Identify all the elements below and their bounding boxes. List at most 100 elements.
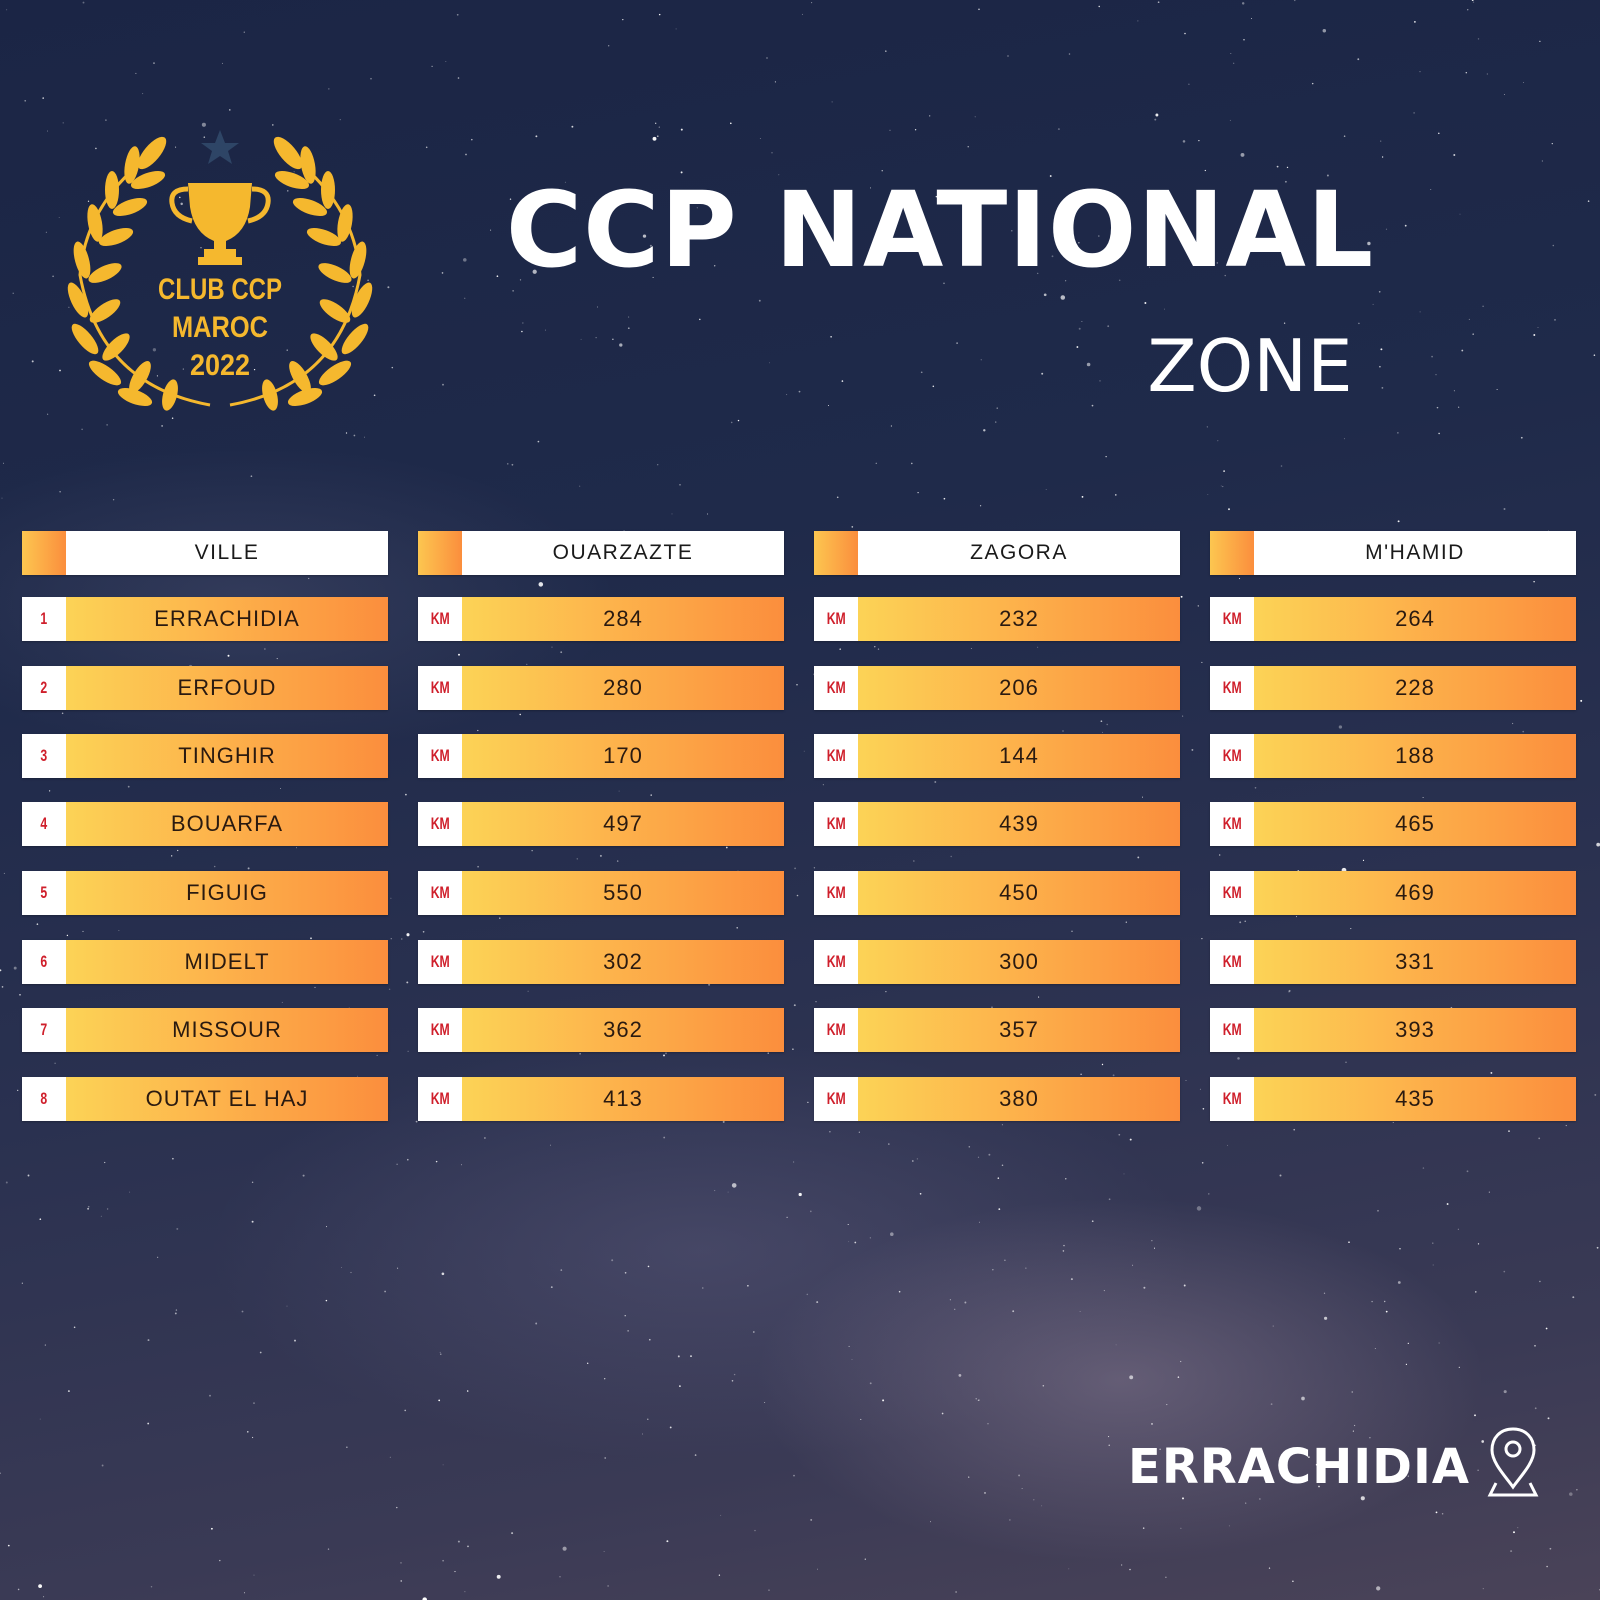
distance-value: 380 <box>858 1077 1180 1121</box>
header-cell-ville: VILLE <box>22 531 388 575</box>
unit-badge: KM <box>814 1008 858 1052</box>
header-cell-mhamid: M'HAMID <box>1210 531 1576 575</box>
unit-label: KM <box>1222 1089 1242 1108</box>
rank-number: 7 <box>40 1020 48 1039</box>
distance-value: 264 <box>1254 597 1576 641</box>
rank-number: 2 <box>40 678 48 697</box>
distance-cell: KM 469 <box>1210 871 1576 915</box>
unit-label: KM <box>826 883 846 902</box>
distance-value: 170 <box>462 734 784 778</box>
unit-badge: KM <box>418 1077 462 1121</box>
unit-label: KM <box>826 1089 846 1108</box>
club-logo: CLUB CCP MAROC 2022 <box>60 125 380 425</box>
table-header-row: VILLE OUARZAZTE ZAGORA M'HAMID <box>22 531 1582 575</box>
unit-badge: KM <box>814 597 858 641</box>
unit-badge: KM <box>814 802 858 846</box>
distance-value: 331 <box>1254 940 1576 984</box>
city-name: BOUARFA <box>66 802 388 846</box>
header-label: M'HAMID <box>1254 531 1576 575</box>
rank-number: 3 <box>40 746 48 765</box>
distance-cell: KM 232 <box>814 597 1180 641</box>
city-cell: 2 ERFOUD <box>22 666 388 710</box>
city-cell: 3 TINGHIR <box>22 734 388 778</box>
rank-badge: 3 <box>22 734 66 778</box>
unit-label: KM <box>1222 1020 1242 1039</box>
table-row: 8 OUTAT EL HAJ KM 413 KM 380 KM 435 <box>22 1077 1582 1121</box>
location-footer: ERRACHIDIA <box>1100 1425 1540 1505</box>
city-name: MIDELT <box>66 940 388 984</box>
distance-cell: KM 450 <box>814 871 1180 915</box>
unit-badge: KM <box>1210 871 1254 915</box>
unit-badge: KM <box>418 666 462 710</box>
header-accent <box>418 531 462 575</box>
logo-line-2: MAROC <box>172 311 268 344</box>
unit-badge: KM <box>1210 734 1254 778</box>
rank-badge: 5 <box>22 871 66 915</box>
table-row: 3 TINGHIR KM 170 KM 144 KM 188 <box>22 734 1582 778</box>
table-row: 2 ERFOUD KM 280 KM 206 KM 228 <box>22 666 1582 710</box>
distance-cell: KM 228 <box>1210 666 1576 710</box>
table-row: 4 BOUARFA KM 497 KM 439 KM 465 <box>22 802 1582 846</box>
distance-value: 550 <box>462 871 784 915</box>
rank-number: 8 <box>40 1089 48 1108</box>
table-row: 7 MISSOUR KM 362 KM 357 KM 393 <box>22 1008 1582 1052</box>
distance-cell: KM 284 <box>418 597 784 641</box>
rank-badge: 1 <box>22 597 66 641</box>
unit-label: KM <box>430 746 450 765</box>
unit-label: KM <box>1222 609 1242 628</box>
city-cell: 8 OUTAT EL HAJ <box>22 1077 388 1121</box>
location-pin-icon <box>1487 1427 1539 1497</box>
unit-label: KM <box>430 678 450 697</box>
unit-label: KM <box>826 746 846 765</box>
table-row: 5 FIGUIG KM 550 KM 450 KM 469 <box>22 871 1582 915</box>
unit-badge: KM <box>418 871 462 915</box>
distance-cell: KM 362 <box>418 1008 784 1052</box>
unit-badge: KM <box>418 734 462 778</box>
distance-value: 469 <box>1254 871 1576 915</box>
unit-badge: KM <box>814 940 858 984</box>
city-name: OUTAT EL HAJ <box>66 1077 388 1121</box>
unit-badge: KM <box>814 1077 858 1121</box>
unit-label: KM <box>1222 814 1242 833</box>
distance-value: 302 <box>462 940 784 984</box>
distance-cell: KM 170 <box>418 734 784 778</box>
rank-badge: 2 <box>22 666 66 710</box>
distance-value: 188 <box>1254 734 1576 778</box>
distance-cell: KM 206 <box>814 666 1180 710</box>
table-row: 6 MIDELT KM 302 KM 300 KM 331 <box>22 940 1582 984</box>
unit-badge: KM <box>1210 940 1254 984</box>
city-cell: 6 MIDELT <box>22 940 388 984</box>
distance-cell: KM 331 <box>1210 940 1576 984</box>
distance-value: 450 <box>858 871 1180 915</box>
distance-cell: KM 280 <box>418 666 784 710</box>
unit-badge: KM <box>418 597 462 641</box>
table-row: 1 ERRACHIDIA KM 284 KM 232 KM 264 <box>22 597 1582 641</box>
distance-value: 435 <box>1254 1077 1576 1121</box>
unit-label: KM <box>826 952 846 971</box>
rank-badge: 7 <box>22 1008 66 1052</box>
distance-value: 439 <box>858 802 1180 846</box>
rank-badge: 4 <box>22 802 66 846</box>
laurel-right-icon <box>229 136 373 411</box>
distance-cell: KM 144 <box>814 734 1180 778</box>
distance-value: 393 <box>1254 1008 1576 1052</box>
distance-cell: KM 465 <box>1210 802 1576 846</box>
unit-label: KM <box>826 678 846 697</box>
unit-label: KM <box>430 609 450 628</box>
rank-badge: 8 <box>22 1077 66 1121</box>
header-cell-ouarzazte: OUARZAZTE <box>418 531 784 575</box>
header-accent <box>1210 531 1254 575</box>
unit-label: KM <box>1222 746 1242 765</box>
unit-label: KM <box>1222 678 1242 697</box>
page-title: CCP NATIONAL <box>505 169 1375 291</box>
distance-cell: KM 380 <box>814 1077 1180 1121</box>
location-label: ERRACHIDIA <box>1128 1439 1470 1495</box>
distance-cell: KM 300 <box>814 940 1180 984</box>
star-icon <box>201 130 239 164</box>
unit-badge: KM <box>1210 666 1254 710</box>
distance-cell: KM 188 <box>1210 734 1576 778</box>
distance-value: 144 <box>858 734 1180 778</box>
distance-value: 228 <box>1254 666 1576 710</box>
unit-badge: KM <box>1210 597 1254 641</box>
distance-cell: KM 393 <box>1210 1008 1576 1052</box>
